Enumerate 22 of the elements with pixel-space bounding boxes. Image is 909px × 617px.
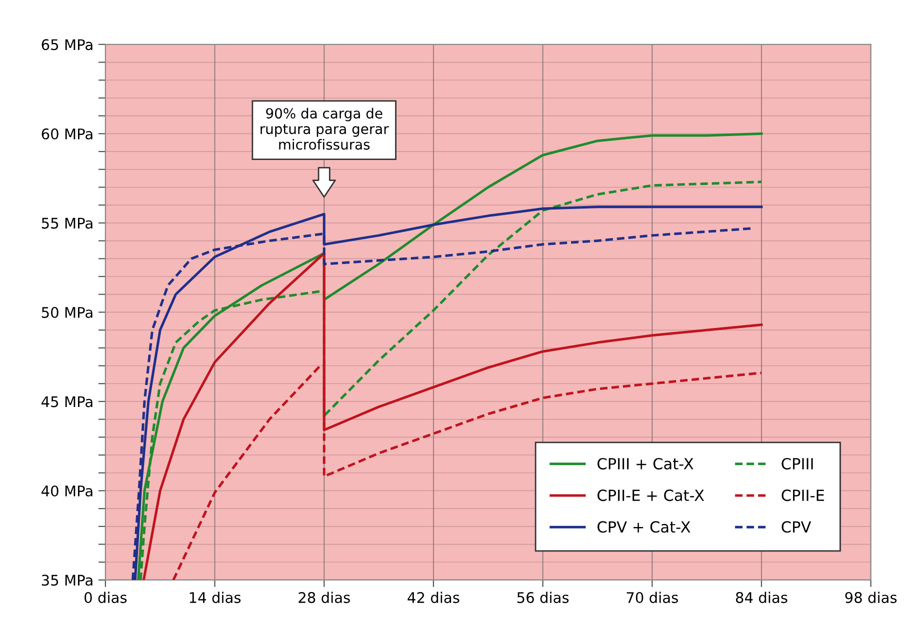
y-tick-label: 60 MPa xyxy=(42,128,92,140)
x-tick-label: 98 dias xyxy=(845,592,897,604)
x-tick-label: 42 dias xyxy=(408,592,460,604)
x-tick-label: 14 dias xyxy=(190,592,241,604)
y-tick-label: 55 MPa xyxy=(42,218,92,229)
x-tick-label: 28 dias xyxy=(298,592,350,604)
y-tick-label: 65 MPa xyxy=(42,39,92,50)
y-tick-label: 50 MPa xyxy=(42,306,92,318)
annotation: 90% da carga de ruptura para gerar microfissuras xyxy=(260,108,389,150)
legend-label: CPV + Cat-X xyxy=(598,521,690,533)
legend-label: CPII-E xyxy=(782,490,824,502)
x-tick-label: 70 dias xyxy=(626,592,678,604)
legend-label: CPIII + Cat-X xyxy=(598,458,694,470)
x-tick-label: 84 dias xyxy=(736,592,788,604)
y-tick-label: 45 MPa xyxy=(42,396,92,408)
legend-label: CPII-E + Cat-X xyxy=(598,490,704,502)
y-tick-label: 35 MPa xyxy=(42,574,92,586)
legend-label: CPV xyxy=(782,521,812,533)
x-tick-label: 56 dias xyxy=(517,592,569,604)
y-tick-label: 40 MPa xyxy=(42,485,92,496)
legend-label: CPIII xyxy=(782,458,813,470)
x-tick-label: 0 dias xyxy=(84,592,127,604)
